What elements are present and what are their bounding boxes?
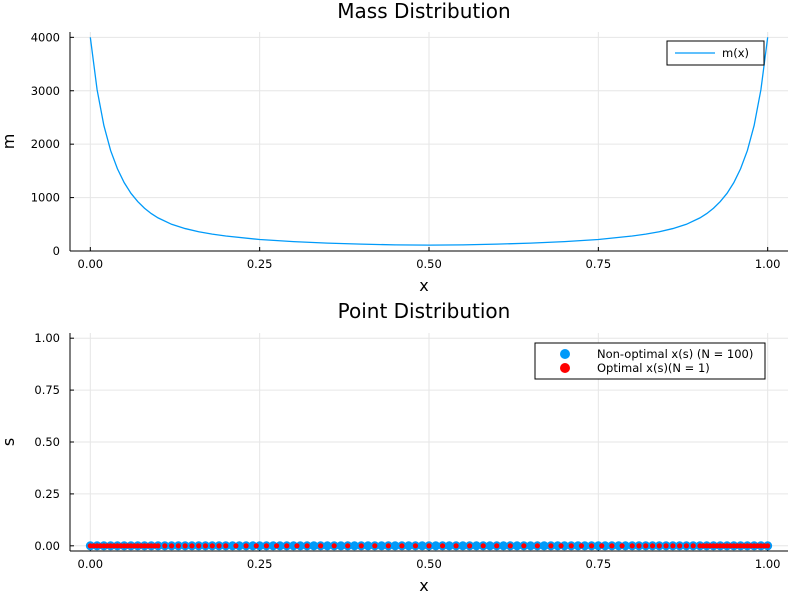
point-optimal <box>670 543 676 549</box>
x-tick-label: 1.00 <box>755 257 781 271</box>
point-optimal <box>643 543 649 549</box>
point-optimal <box>629 543 635 549</box>
series-optimal <box>87 543 771 549</box>
point-optimal <box>578 543 585 549</box>
point-optimal <box>209 543 215 549</box>
point-optimal <box>273 543 280 549</box>
point-optimal <box>162 543 168 549</box>
y-axis-label: s <box>0 438 18 446</box>
point-optimal <box>467 543 473 549</box>
point-optimal <box>233 543 239 549</box>
point-optimal <box>677 543 683 549</box>
plot-data-area <box>89 37 769 246</box>
point-optimal <box>169 543 175 549</box>
x-axis-label: x <box>419 276 428 295</box>
legend-label: Non-optimal x(s) (N = 100) <box>597 347 753 361</box>
point-optimal <box>304 543 310 549</box>
point-optimal <box>439 543 446 549</box>
chart-title: Mass Distribution <box>337 0 510 23</box>
point-optimal <box>385 543 391 549</box>
point-optimal <box>521 543 527 549</box>
point-optimal <box>453 543 459 549</box>
point-optimal <box>189 543 195 549</box>
point-optimal <box>253 543 259 549</box>
legend-label: m(x) <box>722 46 749 60</box>
point-optimal <box>663 543 669 549</box>
y-tick-label: 1000 <box>31 191 60 205</box>
point-optimal <box>182 543 188 549</box>
point-optimal <box>243 543 249 549</box>
point-optimal <box>202 543 209 549</box>
x-tick-label: 0.75 <box>586 557 612 571</box>
x-tick-label: 1.00 <box>755 557 781 571</box>
chart-title: Point Distribution <box>338 299 511 323</box>
y-axis-label: m <box>0 134 18 150</box>
point-optimal <box>216 543 222 549</box>
point-optimal <box>588 543 595 549</box>
point-optimal <box>765 543 771 549</box>
point-optimal <box>480 543 486 549</box>
point-optimal <box>656 543 662 549</box>
x-tick-label: 0.25 <box>247 557 273 571</box>
point-optimal <box>649 543 656 549</box>
point-optimal <box>331 543 337 549</box>
x-tick-label: 0.50 <box>416 557 442 571</box>
x-tick-label: 0.00 <box>78 557 104 571</box>
plot-panel-1: 0.00 0.25 0.50 0.75 1.00 0 1000 2000 3000 4000 Mas… <box>0 0 788 295</box>
x-axis-label: x <box>419 576 428 595</box>
series-line-m <box>89 37 769 246</box>
point-optimal <box>263 543 270 549</box>
y-tick-label: 0.75 <box>34 383 60 397</box>
point-optimal <box>223 543 229 549</box>
point-optimal <box>196 543 202 549</box>
point-optimal <box>294 543 300 549</box>
point-optimal <box>399 543 405 549</box>
x-tick-label: 0.75 <box>586 257 612 271</box>
point-optimal <box>155 543 161 549</box>
x-tick-label: 0.50 <box>416 257 442 271</box>
y-tick-label: 0.00 <box>34 539 60 553</box>
plot-data-area <box>85 541 773 551</box>
point-optimal <box>426 543 432 549</box>
point-optimal <box>534 543 540 549</box>
legend-marker-swatch <box>560 363 570 373</box>
point-optimal <box>358 543 364 549</box>
x-tick-label: 0.00 <box>78 257 104 271</box>
point-optimal <box>690 543 696 549</box>
y-tick-label: 0.50 <box>34 435 60 449</box>
point-optimal <box>507 543 513 549</box>
point-optimal <box>568 543 574 549</box>
legend-box <box>534 342 766 380</box>
point-optimal <box>372 543 378 549</box>
y-tick-label: 3000 <box>31 84 60 98</box>
point-optimal <box>609 543 615 549</box>
legend: Non-optimal x(s) (N = 100)Optimal x(s)(N… <box>534 342 766 380</box>
point-optimal <box>558 543 564 549</box>
point-optimal <box>619 543 625 549</box>
y-tick-label: 0 <box>53 244 60 258</box>
point-optimal <box>636 543 642 549</box>
y-tick-label: 1.00 <box>34 331 60 345</box>
point-optimal <box>345 543 351 549</box>
point-optimal <box>412 543 419 549</box>
legend-label: Optimal x(s)(N = 1) <box>597 361 710 375</box>
y-tick-label: 2000 <box>31 137 60 151</box>
point-optimal <box>599 543 605 549</box>
x-tick-label: 0.25 <box>247 257 273 271</box>
point-optimal <box>494 543 500 549</box>
point-optimal <box>683 543 689 549</box>
point-optimal <box>548 543 554 549</box>
point-optimal <box>318 543 324 549</box>
point-optimal <box>284 543 290 549</box>
y-tick-label: 0.25 <box>34 487 60 501</box>
plot-panel-2: 0.00 0.25 0.50 0.75 1.00 0.00 0.25 0.50 0.75 1.00… <box>0 299 788 595</box>
point-optimal <box>175 543 181 549</box>
legend: m(x) <box>666 40 765 66</box>
y-tick-label: 4000 <box>31 30 60 44</box>
legend-marker-swatch <box>560 349 570 359</box>
